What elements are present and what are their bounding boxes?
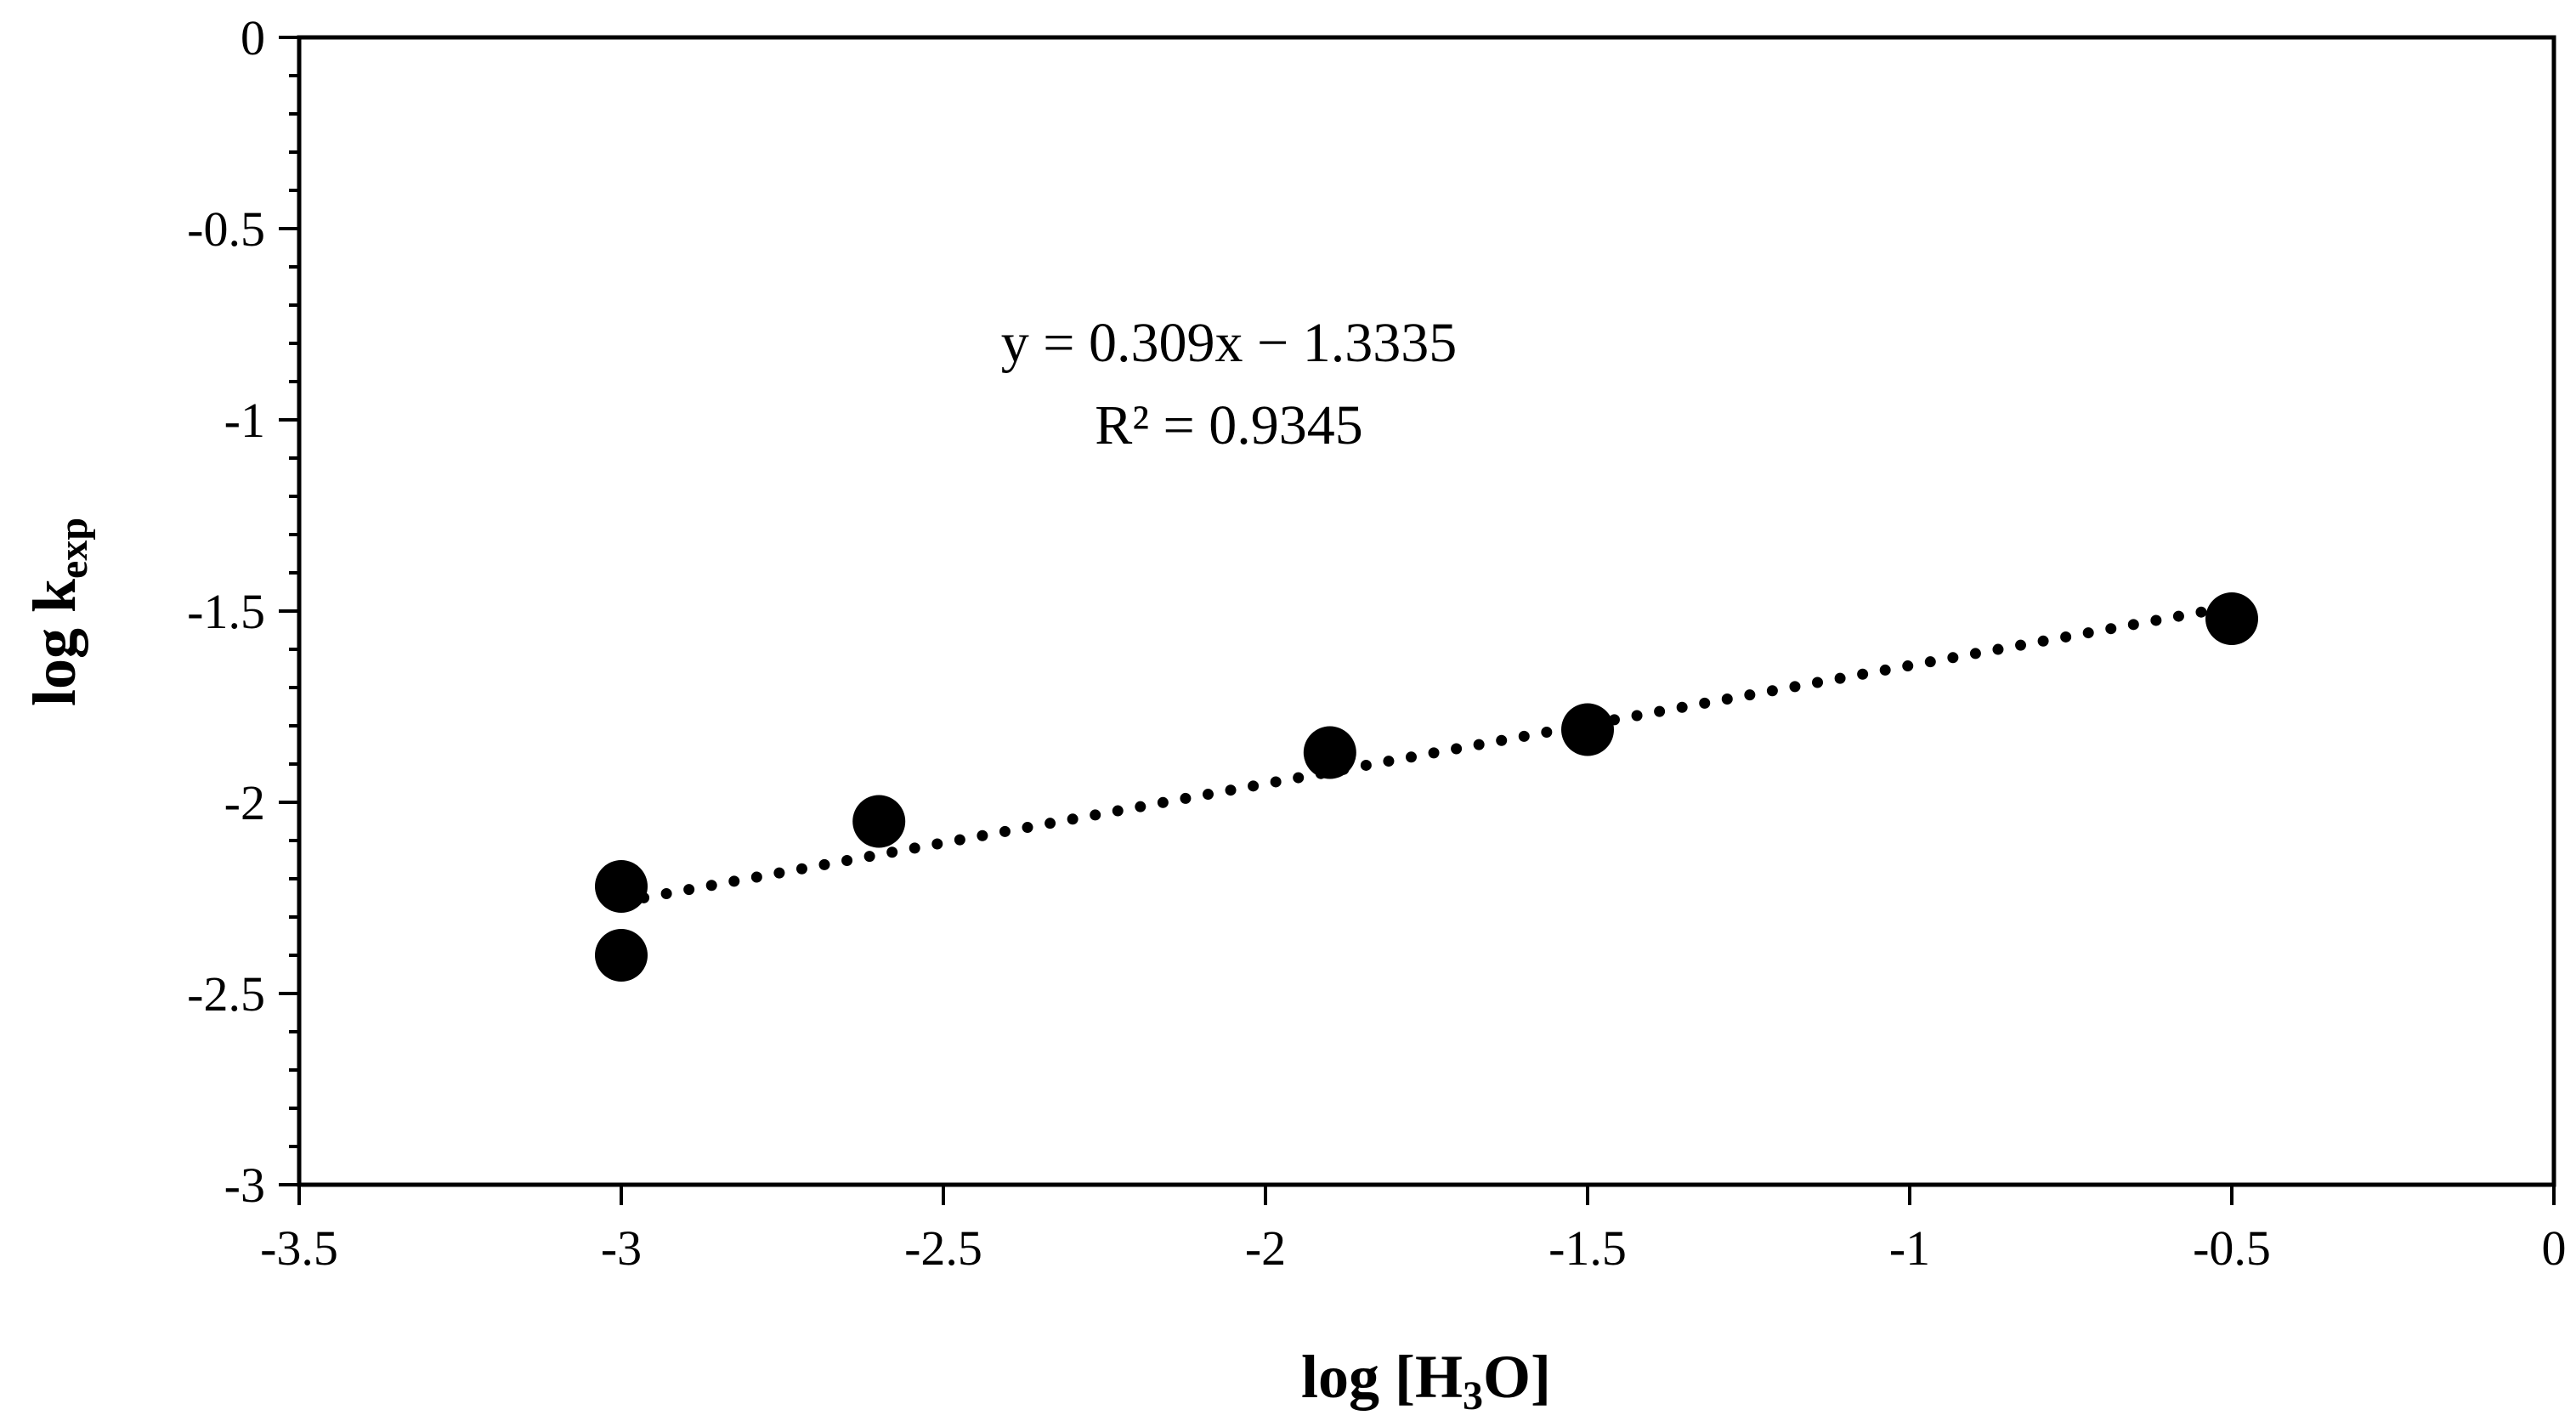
y-tick-label: -1 bbox=[224, 393, 265, 448]
trendline-path bbox=[615, 601, 2238, 908]
x-axis-ticks: -3.5 -3 -2.5 -2 -1.5 -1 -0.5 0 bbox=[260, 1185, 2567, 1276]
equation-annotation: y = 0.309x − 1.3335 bbox=[1001, 312, 1457, 374]
x-tick-label: -3.5 bbox=[260, 1220, 338, 1276]
y-axis-title-main: log k bbox=[20, 579, 88, 706]
y-tick-label: -2.5 bbox=[187, 966, 265, 1022]
y-axis-title-sub: exp bbox=[51, 518, 96, 579]
r-squared-annotation: R² = 0.9345 bbox=[1095, 394, 1363, 456]
y-axis-title: log kexp bbox=[20, 518, 96, 706]
x-tick-label: -2.5 bbox=[904, 1220, 982, 1276]
data-point bbox=[852, 795, 906, 848]
y-tick-label: -2 bbox=[224, 775, 265, 830]
y-tick-label: 0 bbox=[241, 10, 265, 65]
y-tick-label: -1.5 bbox=[187, 584, 265, 639]
data-points bbox=[595, 592, 2258, 982]
x-axis-title-sub: 3 bbox=[1463, 1373, 1483, 1418]
data-point bbox=[595, 929, 648, 982]
x-tick-label: -0.5 bbox=[2193, 1220, 2271, 1276]
x-tick-label: 0 bbox=[2542, 1220, 2567, 1276]
x-tick-label: -3 bbox=[601, 1220, 642, 1276]
y-axis-ticks: 0 -0.5 -1 -1.5 -2 -2.5 -3 bbox=[187, 10, 299, 1213]
x-tick-label: -2 bbox=[1245, 1220, 1286, 1276]
y-tick-label: -3 bbox=[224, 1158, 265, 1213]
y-tick-label: -0.5 bbox=[187, 201, 265, 257]
x-axis-title-main: log [H bbox=[1301, 1343, 1463, 1411]
data-point bbox=[1303, 726, 1356, 779]
x-tick-label: -1.5 bbox=[1548, 1220, 1627, 1276]
data-point bbox=[1561, 703, 1614, 756]
x-axis-title: log [H3O] bbox=[1301, 1343, 1551, 1418]
x-axis-title-tail: O] bbox=[1483, 1343, 1551, 1411]
data-point bbox=[2205, 592, 2258, 645]
trendline bbox=[615, 601, 2238, 908]
x-tick-label: -1 bbox=[1889, 1220, 1930, 1276]
data-point bbox=[595, 860, 648, 913]
